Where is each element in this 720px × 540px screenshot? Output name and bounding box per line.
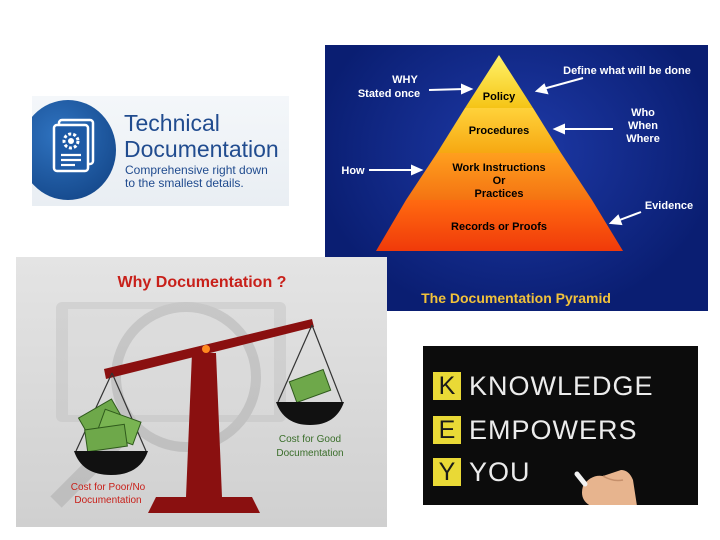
- label-evidence: Evidence: [645, 200, 693, 212]
- pyramid-title: The Documentation Pyramid: [421, 290, 611, 306]
- tech-subtitle-line1: Comprehensive right down: [125, 163, 268, 177]
- pyramid-tier-procedures: [437, 108, 561, 153]
- tier-label-procedures: Procedures: [469, 125, 530, 137]
- key-word-knowledge: KNOWLEDGE: [469, 371, 654, 401]
- label-why: WHY: [392, 74, 418, 86]
- tier-label-work-instructions: Work Instructions: [452, 162, 545, 174]
- why-documentation-card: Why Documentation ? Cost for Good Docume…: [16, 257, 387, 527]
- label-define: Define what will be done: [563, 65, 691, 77]
- why-title: Why Documentation ?: [118, 274, 287, 291]
- arrow-who-icon: [552, 123, 613, 135]
- arrow-why-icon: [428, 83, 474, 95]
- pyramid-tier-records: [376, 200, 623, 251]
- key-word-empowers: EMPOWERS: [469, 415, 638, 445]
- left-pan-poor: [74, 372, 148, 475]
- tier-label-practices: Practices: [475, 188, 524, 200]
- arrow-how-icon: [369, 164, 424, 176]
- background-book-magnifier-icon: [50, 302, 286, 508]
- key-letter-y: Y: [433, 458, 461, 486]
- technical-documentation-card: Technical Documentation Comprehensive ri…: [32, 96, 289, 206]
- good-label-line2: Documentation: [276, 448, 343, 459]
- poor-label-line2: Documentation: [74, 495, 141, 506]
- label-who: Who: [631, 107, 655, 119]
- label-when: When: [628, 120, 658, 132]
- key-acronym-card: K KNOWLEDGE E EMPOWERS Y YOU: [423, 346, 698, 505]
- pyramid-tier-work-instructions: [406, 153, 592, 200]
- key-word-you: YOU: [469, 457, 531, 487]
- label-where: Where: [626, 133, 660, 145]
- document-gear-icon: [52, 118, 95, 173]
- documentation-pyramid-card: Policy Procedures Work Instructions Or P…: [325, 45, 708, 311]
- pyramid-tier-policy: [465, 55, 533, 108]
- tier-label-policy: Policy: [483, 91, 516, 103]
- key-row-e: E EMPOWERS: [433, 414, 638, 446]
- label-how: How: [341, 165, 365, 177]
- arrow-define-icon: [534, 77, 584, 95]
- scale-stand: [104, 319, 314, 513]
- tier-label-or: Or: [493, 175, 507, 187]
- tier-label-records: Records or Proofs: [451, 221, 547, 233]
- right-pan-good: [276, 324, 344, 425]
- key-letter-k: K: [433, 372, 461, 400]
- pyramid-diagram: Policy Procedures Work Instructions Or P…: [341, 55, 693, 306]
- good-label-line1: Cost for Good: [279, 434, 341, 445]
- key-row-y: Y YOU: [433, 456, 531, 488]
- arrow-evidence-icon: [608, 211, 642, 226]
- tech-title-line1: Technical: [124, 110, 220, 136]
- poor-label-line1: Cost for Poor/No: [71, 482, 146, 493]
- hand-with-chalk-icon: [574, 470, 637, 505]
- tech-title-line2: Documentation: [124, 136, 279, 162]
- label-stated-once: Stated once: [358, 88, 420, 100]
- key-row-k: K KNOWLEDGE: [433, 370, 654, 402]
- balance-scale-illustration: Why Documentation ? Cost for Good Docume…: [50, 274, 344, 513]
- key-letter-e: E: [433, 416, 461, 444]
- tech-subtitle-line2: to the smallest details.: [125, 176, 244, 190]
